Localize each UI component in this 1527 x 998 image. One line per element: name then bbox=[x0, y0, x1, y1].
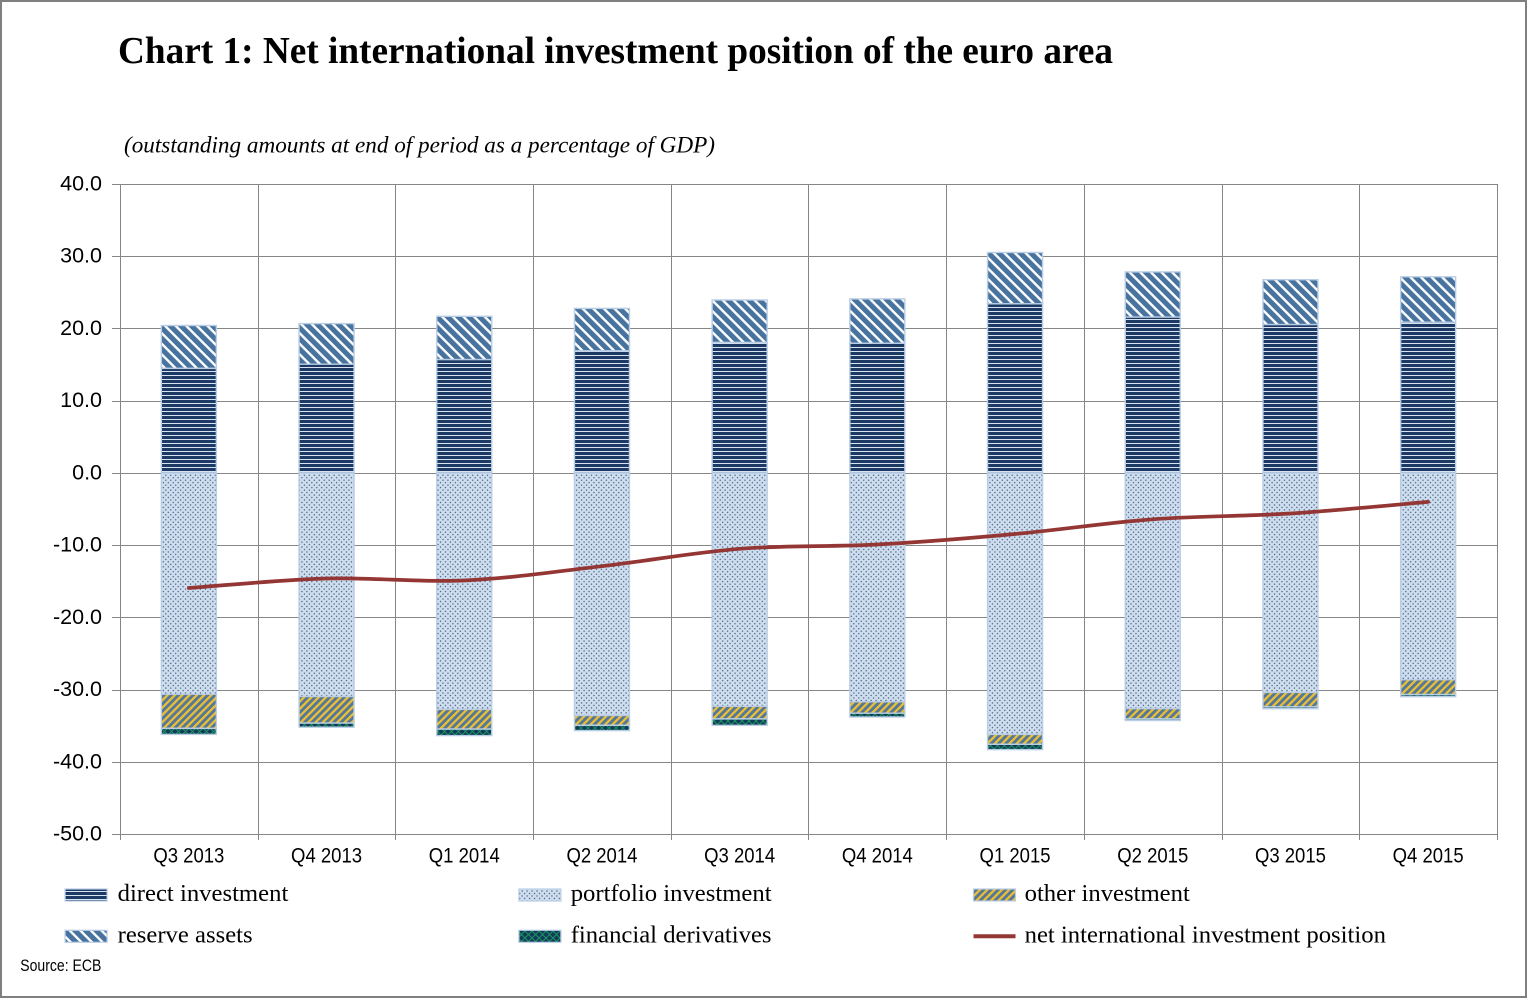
svg-text:Q1 2015: Q1 2015 bbox=[980, 844, 1051, 868]
svg-text:Q2 2014: Q2 2014 bbox=[566, 844, 637, 868]
svg-text:0.0: 0.0 bbox=[72, 460, 102, 484]
svg-text:Q1 2014: Q1 2014 bbox=[429, 844, 500, 868]
svg-text:Q4 2015: Q4 2015 bbox=[1393, 844, 1464, 868]
svg-text:-40.0: -40.0 bbox=[53, 749, 102, 773]
svg-text:40.0: 40.0 bbox=[60, 172, 102, 196]
svg-text:Q3 2015: Q3 2015 bbox=[1255, 844, 1326, 868]
svg-text:Q4 2013: Q4 2013 bbox=[291, 844, 362, 868]
svg-text:Q3 2014: Q3 2014 bbox=[704, 844, 775, 868]
svg-text:Q3 2013: Q3 2013 bbox=[153, 844, 224, 868]
svg-text:10.0: 10.0 bbox=[60, 388, 102, 412]
svg-text:financial derivatives: financial derivatives bbox=[571, 922, 772, 949]
svg-text:-10.0: -10.0 bbox=[53, 533, 102, 557]
svg-text:net international investment p: net international investment position bbox=[1025, 922, 1386, 949]
svg-text:other investment: other investment bbox=[1025, 880, 1190, 907]
svg-text:direct investment: direct investment bbox=[118, 880, 289, 907]
svg-text:-30.0: -30.0 bbox=[53, 677, 102, 701]
svg-text:(outstanding amounts at end of: (outstanding amounts at end of period as… bbox=[124, 133, 715, 159]
svg-text:-20.0: -20.0 bbox=[53, 605, 102, 629]
svg-text:Q2 2015: Q2 2015 bbox=[1117, 844, 1188, 868]
svg-text:portfolio investment: portfolio investment bbox=[571, 880, 772, 907]
svg-text:-50.0: -50.0 bbox=[53, 822, 102, 846]
svg-text:reserve assets: reserve assets bbox=[118, 922, 253, 949]
svg-text:Q4 2014: Q4 2014 bbox=[842, 844, 913, 868]
svg-text:30.0: 30.0 bbox=[60, 244, 102, 268]
svg-text:Chart 1: Net international inv: Chart 1: Net international investment po… bbox=[118, 30, 1113, 72]
svg-text:Source: ECB: Source: ECB bbox=[20, 957, 101, 975]
svg-text:20.0: 20.0 bbox=[60, 316, 102, 340]
